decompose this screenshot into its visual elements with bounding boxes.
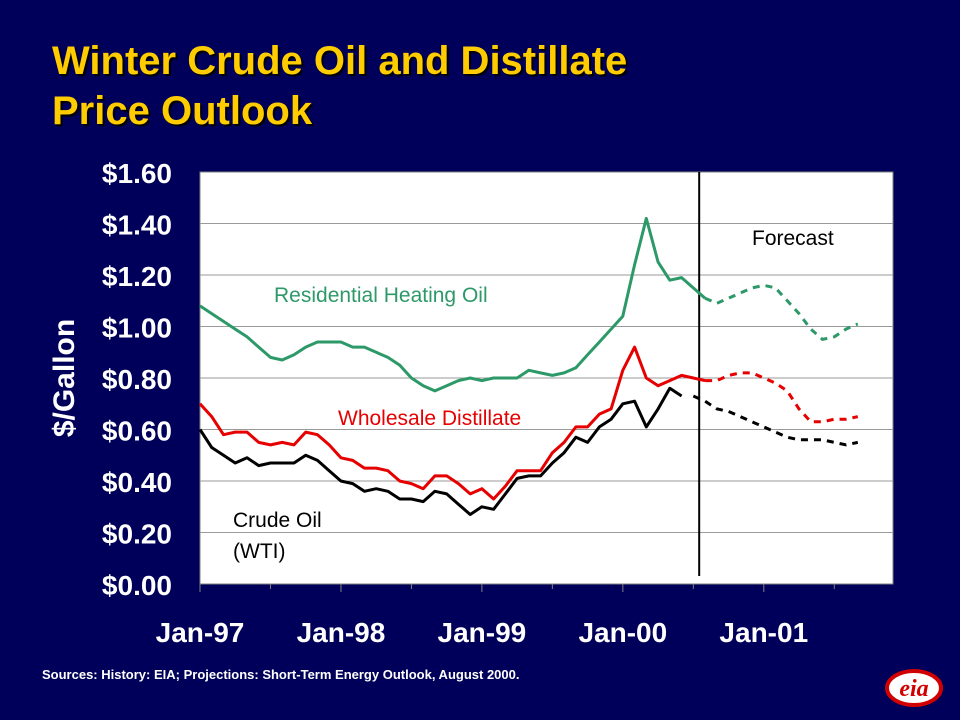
x-tick-label: Jan-01 [719, 617, 808, 648]
x-tick-label: Jan-98 [297, 617, 386, 648]
y-tick-label: $1.00 [102, 313, 172, 344]
series-line-forecast-2 [692, 394, 859, 447]
y-tick-label: $0.20 [102, 519, 172, 550]
y-tick-label: $0.40 [102, 467, 172, 498]
source-note: Sources: History: EIA; Projections: Shor… [42, 667, 520, 682]
series-line-history-0 [199, 216, 707, 393]
series-line-forecast-0 [704, 283, 859, 342]
eia-logo: eia [885, 669, 943, 707]
eia-logo-text: eia [899, 676, 928, 702]
series-line-forecast-1 [705, 371, 859, 424]
y-axis-title: $/Gallon [48, 319, 81, 437]
y-tick-label: $1.20 [102, 261, 172, 292]
price-outlook-chart: $0.00 $0.20 $0.40 $0.60 $0.80 $1.00 $1.20 $1.40… [48, 158, 894, 648]
series-label-crude-line-1: Crude Oil [233, 509, 322, 532]
series-line-history-1 [198, 345, 706, 501]
series-label-crude-line-2: (WTI) [233, 540, 285, 563]
y-tick-label: $1.40 [102, 210, 172, 241]
y-tick-label: $0.60 [102, 416, 172, 447]
y-tick-label: $1.60 [102, 158, 172, 189]
slide-title-line-2: Price Outlook [52, 89, 313, 133]
forecast-label: Forecast [752, 227, 834, 250]
series-label-distillate: Wholesale Distillate [338, 407, 521, 430]
slide-title-line-1: Winter Crude Oil and Distillate [52, 39, 628, 83]
x-tick-label: Jan-99 [438, 617, 527, 648]
slide-title: Winter Crude Oil and Distillate Price Ou… [52, 36, 912, 136]
y-tick-label: $0.80 [102, 364, 172, 395]
series-line-history-2 [198, 386, 683, 516]
series-label-heating-oil: Residential Heating Oil [274, 284, 488, 307]
y-tick-label: $0.00 [102, 570, 172, 601]
x-tick-label: Jan-00 [578, 617, 667, 648]
x-tick-label: Jan-97 [156, 617, 245, 648]
